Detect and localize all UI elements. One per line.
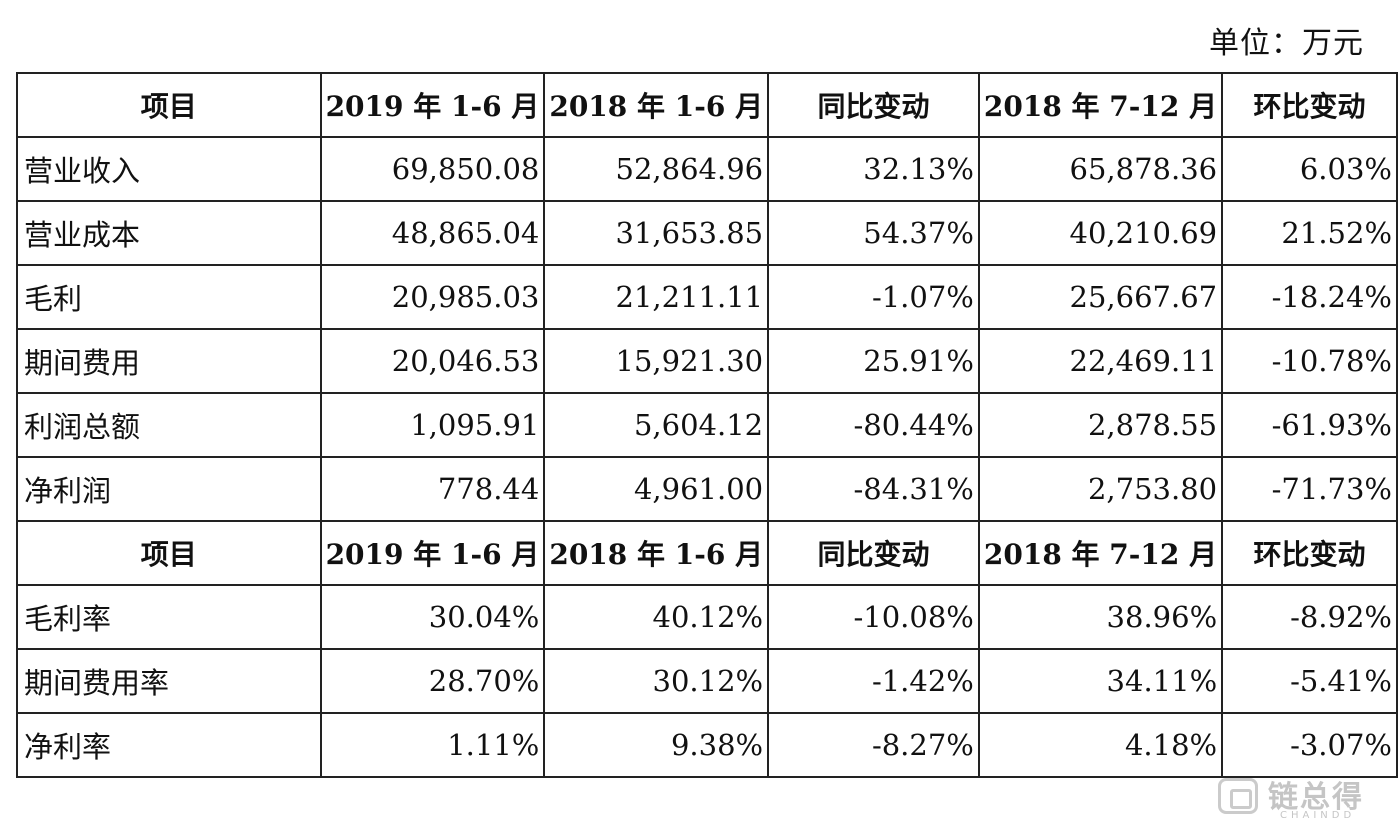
watermark: 链总得 CHAINDD	[1218, 772, 1388, 822]
header-cell-qoq: 环比变动	[1221, 72, 1398, 138]
table-row: 毛利 20,985.03 21,211.11 -1.07% 25,667.67 …	[16, 264, 1398, 330]
header-cell-2018-h1: 2018 年 1-6 月	[543, 72, 770, 138]
chaindd-logo-icon	[1218, 778, 1258, 814]
table-cell: 9.38%	[543, 712, 770, 778]
table-header-row: 项目 2019 年 1-6 月 2018 年 1-6 月 同比变动 2018 年…	[16, 520, 1398, 586]
table-cell: 21.52%	[1221, 200, 1398, 266]
header-cell-2018-h1: 2018 年 1-6 月	[543, 520, 770, 586]
table-cell: 4.18%	[977, 712, 1224, 778]
table-cell: 1.11%	[319, 712, 546, 778]
header-cell-2018-h2: 2018 年 7-12 月	[977, 72, 1224, 138]
table-cell: 20,985.03	[319, 264, 546, 330]
table-cell: -84.31%	[767, 456, 980, 522]
table-cell: 38.96%	[977, 584, 1224, 650]
table-cell: -18.24%	[1221, 264, 1398, 330]
unit-label: 单位：万元	[1209, 26, 1364, 61]
table-cell: -8.27%	[767, 712, 980, 778]
row-label: 营业成本	[16, 200, 322, 266]
table-cell: 25.91%	[767, 328, 980, 394]
table-cell: 21,211.11	[543, 264, 770, 330]
table-cell: -71.73%	[1221, 456, 1398, 522]
table-cell: 2,753.80	[977, 456, 1224, 522]
row-label: 净利率	[16, 712, 322, 778]
table-cell: -80.44%	[767, 392, 980, 458]
row-label: 利润总额	[16, 392, 322, 458]
table-row: 净利润 778.44 4,961.00 -84.31% 2,753.80 -71…	[16, 456, 1398, 522]
table-cell: 15,921.30	[543, 328, 770, 394]
header-cell-2018-h2: 2018 年 7-12 月	[977, 520, 1224, 586]
table-cell: 30.12%	[543, 648, 770, 714]
table-cell: -8.92%	[1221, 584, 1398, 650]
table-cell: -1.42%	[767, 648, 980, 714]
table-cell: 54.37%	[767, 200, 980, 266]
table-cell: 22,469.11	[977, 328, 1224, 394]
table-cell: 25,667.67	[977, 264, 1224, 330]
table-cell: -1.07%	[767, 264, 980, 330]
financial-table: 项目 2019 年 1-6 月 2018 年 1-6 月 同比变动 2018 年…	[16, 72, 1398, 778]
table-cell: 2,878.55	[977, 392, 1224, 458]
row-label: 营业收入	[16, 136, 322, 202]
table-row: 毛利率 30.04% 40.12% -10.08% 38.96% -8.92%	[16, 584, 1398, 650]
table-cell: 52,864.96	[543, 136, 770, 202]
table-cell: 34.11%	[977, 648, 1224, 714]
table-cell: 5,604.12	[543, 392, 770, 458]
header-cell-qoq: 环比变动	[1221, 520, 1398, 586]
table-row: 期间费用率 28.70% 30.12% -1.42% 34.11% -5.41%	[16, 648, 1398, 714]
header-cell-2019-h1: 2019 年 1-6 月	[319, 520, 546, 586]
table-cell: 69,850.08	[319, 136, 546, 202]
table-cell: 40.12%	[543, 584, 770, 650]
table-cell: 30.04%	[319, 584, 546, 650]
table-cell: 20,046.53	[319, 328, 546, 394]
watermark-sub: CHAINDD	[1280, 810, 1356, 821]
table-header-row: 项目 2019 年 1-6 月 2018 年 1-6 月 同比变动 2018 年…	[16, 72, 1398, 138]
table-row: 利润总额 1,095.91 5,604.12 -80.44% 2,878.55 …	[16, 392, 1398, 458]
table-cell: 6.03%	[1221, 136, 1398, 202]
table-row: 营业收入 69,850.08 52,864.96 32.13% 65,878.3…	[16, 136, 1398, 202]
watermark-name: 链总得	[1268, 780, 1364, 815]
table-cell: 778.44	[319, 456, 546, 522]
table-cell: 31,653.85	[543, 200, 770, 266]
row-label: 期间费用	[16, 328, 322, 394]
table-cell: 4,961.00	[543, 456, 770, 522]
table-cell: 1,095.91	[319, 392, 546, 458]
header-cell-item: 项目	[16, 72, 322, 138]
table-row: 净利率 1.11% 9.38% -8.27% 4.18% -3.07%	[16, 712, 1398, 778]
table-cell: -61.93%	[1221, 392, 1398, 458]
table-cell: 65,878.36	[977, 136, 1224, 202]
table-cell: -10.78%	[1221, 328, 1398, 394]
header-cell-2019-h1: 2019 年 1-6 月	[319, 72, 546, 138]
row-label: 毛利	[16, 264, 322, 330]
row-label: 净利润	[16, 456, 322, 522]
header-cell-yoy: 同比变动	[767, 520, 980, 586]
table-cell: 48,865.04	[319, 200, 546, 266]
table-row: 营业成本 48,865.04 31,653.85 54.37% 40,210.6…	[16, 200, 1398, 266]
row-label: 毛利率	[16, 584, 322, 650]
header-cell-yoy: 同比变动	[767, 72, 980, 138]
table-cell: -10.08%	[767, 584, 980, 650]
table-cell: -5.41%	[1221, 648, 1398, 714]
table-cell: -3.07%	[1221, 712, 1398, 778]
header-cell-item: 项目	[16, 520, 322, 586]
table-cell: 32.13%	[767, 136, 980, 202]
row-label: 期间费用率	[16, 648, 322, 714]
table-cell: 40,210.69	[977, 200, 1224, 266]
table-cell: 28.70%	[319, 648, 546, 714]
table-row: 期间费用 20,046.53 15,921.30 25.91% 22,469.1…	[16, 328, 1398, 394]
